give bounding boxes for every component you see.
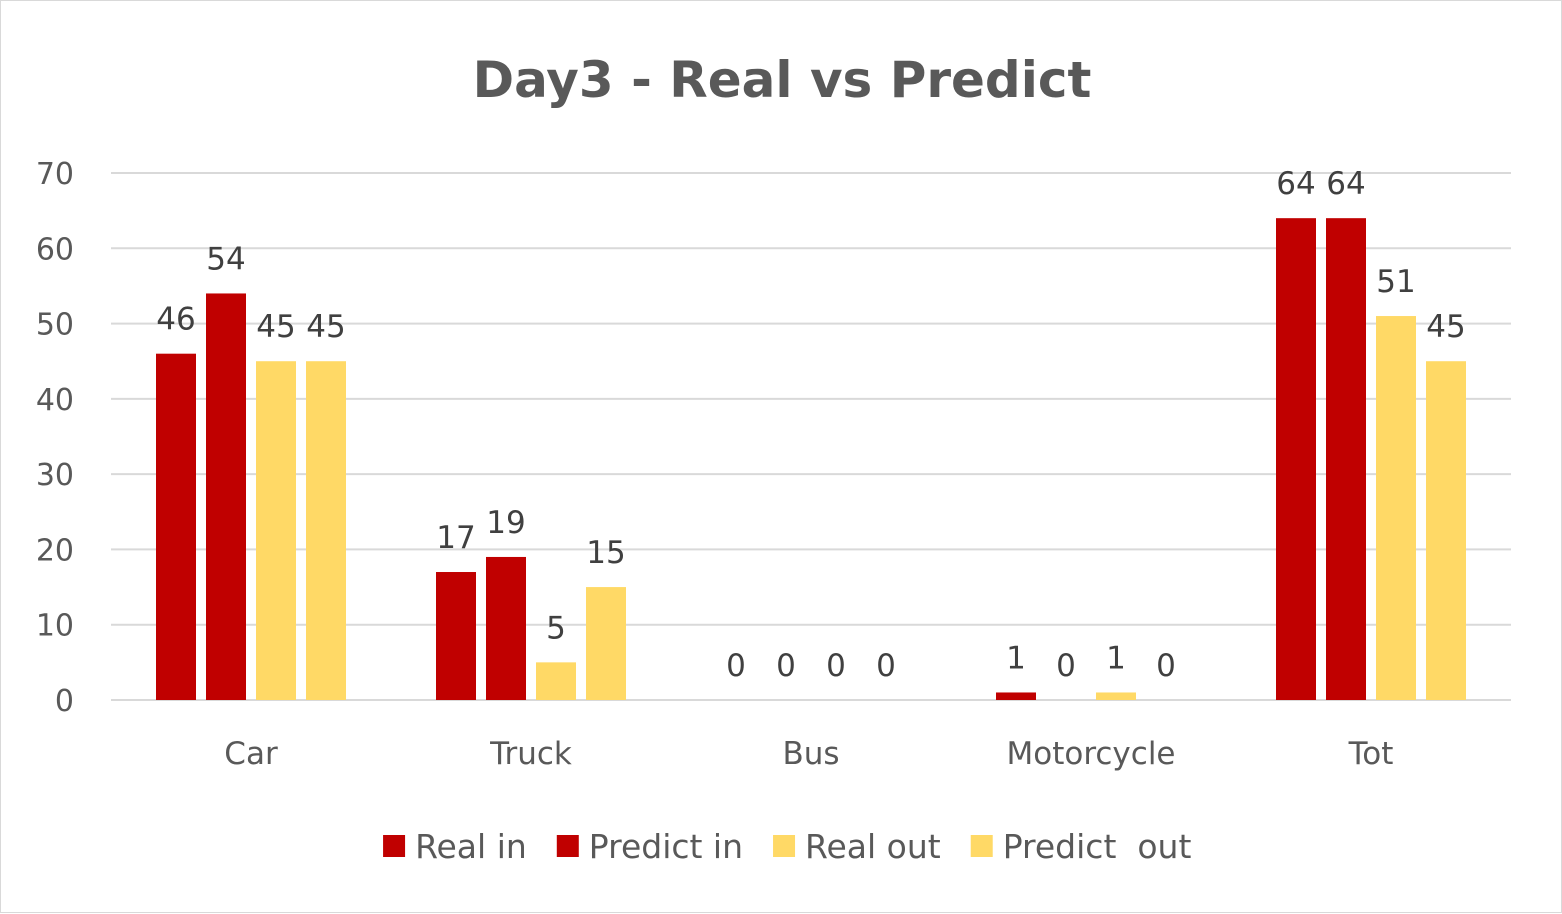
data-label: 0	[726, 648, 746, 684]
data-label: 45	[256, 309, 295, 345]
bar-car-predict-out	[306, 361, 346, 700]
data-label: 5	[546, 610, 566, 646]
data-label: 19	[486, 505, 525, 541]
data-label: 0	[776, 648, 796, 684]
data-label: 15	[586, 535, 625, 571]
data-label: 0	[826, 648, 846, 684]
bar-car-predict-in	[206, 293, 246, 700]
x-tick-label: Bus	[782, 736, 839, 772]
bar-truck-predict-out	[586, 587, 626, 700]
data-label: 0	[1156, 648, 1176, 684]
legend-swatch	[970, 835, 993, 857]
legend: Real in Predict in Real out Predict out	[383, 827, 1191, 866]
bar-tot-real-in	[1276, 218, 1316, 700]
legend-item: Predict out	[970, 827, 1192, 866]
bar-tot-predict-out	[1426, 361, 1466, 700]
x-tick-label: Tot	[1348, 736, 1394, 772]
y-tick-label: 0	[55, 684, 74, 719]
bar-motorcycle-real-out	[1096, 692, 1136, 700]
y-tick-label: 40	[36, 383, 74, 418]
y-tick-label: 30	[36, 458, 74, 493]
data-label: 0	[876, 648, 896, 684]
legend-swatch	[773, 835, 796, 857]
bar-car-real-out	[256, 361, 296, 700]
x-axis: Car Truck Bus Motorcycle Tot	[224, 736, 1393, 772]
legend-label: Predict out	[1003, 827, 1192, 866]
data-label: 1	[1006, 640, 1026, 676]
y-tick-label: 50	[36, 308, 74, 343]
data-label: 17	[436, 520, 475, 556]
bar-car-real-in	[156, 353, 196, 700]
legend-item: Real out	[773, 827, 941, 866]
legend-item: Real in	[383, 827, 527, 866]
data-label: 45	[1426, 309, 1465, 345]
chart-title: Day3 - Real vs Predict	[473, 51, 1092, 109]
y-tick-label: 70	[36, 157, 74, 192]
y-tick-label: 20	[36, 533, 74, 568]
legend-swatch	[383, 835, 406, 857]
bar-truck-real-in	[436, 572, 476, 700]
y-tick-label: 10	[36, 609, 74, 644]
legend-label: Predict in	[589, 827, 743, 866]
data-label: 51	[1376, 264, 1415, 300]
data-label: 54	[206, 241, 245, 277]
legend-label: Real in	[415, 827, 527, 866]
bar-tot-real-out	[1376, 316, 1416, 700]
bar-truck-predict-in	[486, 556, 526, 700]
x-tick-label: Truck	[489, 736, 572, 772]
data-label: 64	[1326, 166, 1365, 202]
data-label: 45	[306, 309, 345, 345]
x-tick-label: Car	[224, 736, 278, 772]
bar-truck-real-out	[536, 662, 576, 700]
y-axis: 0 10 20 30 40 50 60 70	[36, 157, 74, 719]
bar-tot-predict-in	[1326, 218, 1366, 700]
bar-motorcycle-real-in	[996, 692, 1036, 700]
legend-label: Real out	[805, 827, 941, 866]
bars	[156, 218, 1466, 700]
data-label: 64	[1276, 166, 1315, 202]
legend-item: Predict in	[556, 827, 743, 866]
data-label: 1	[1106, 640, 1126, 676]
legend-swatch	[556, 835, 579, 857]
y-tick-label: 60	[36, 232, 74, 267]
x-tick-label: Motorcycle	[1006, 736, 1175, 772]
data-label: 46	[156, 302, 195, 338]
data-label: 0	[1056, 648, 1076, 684]
